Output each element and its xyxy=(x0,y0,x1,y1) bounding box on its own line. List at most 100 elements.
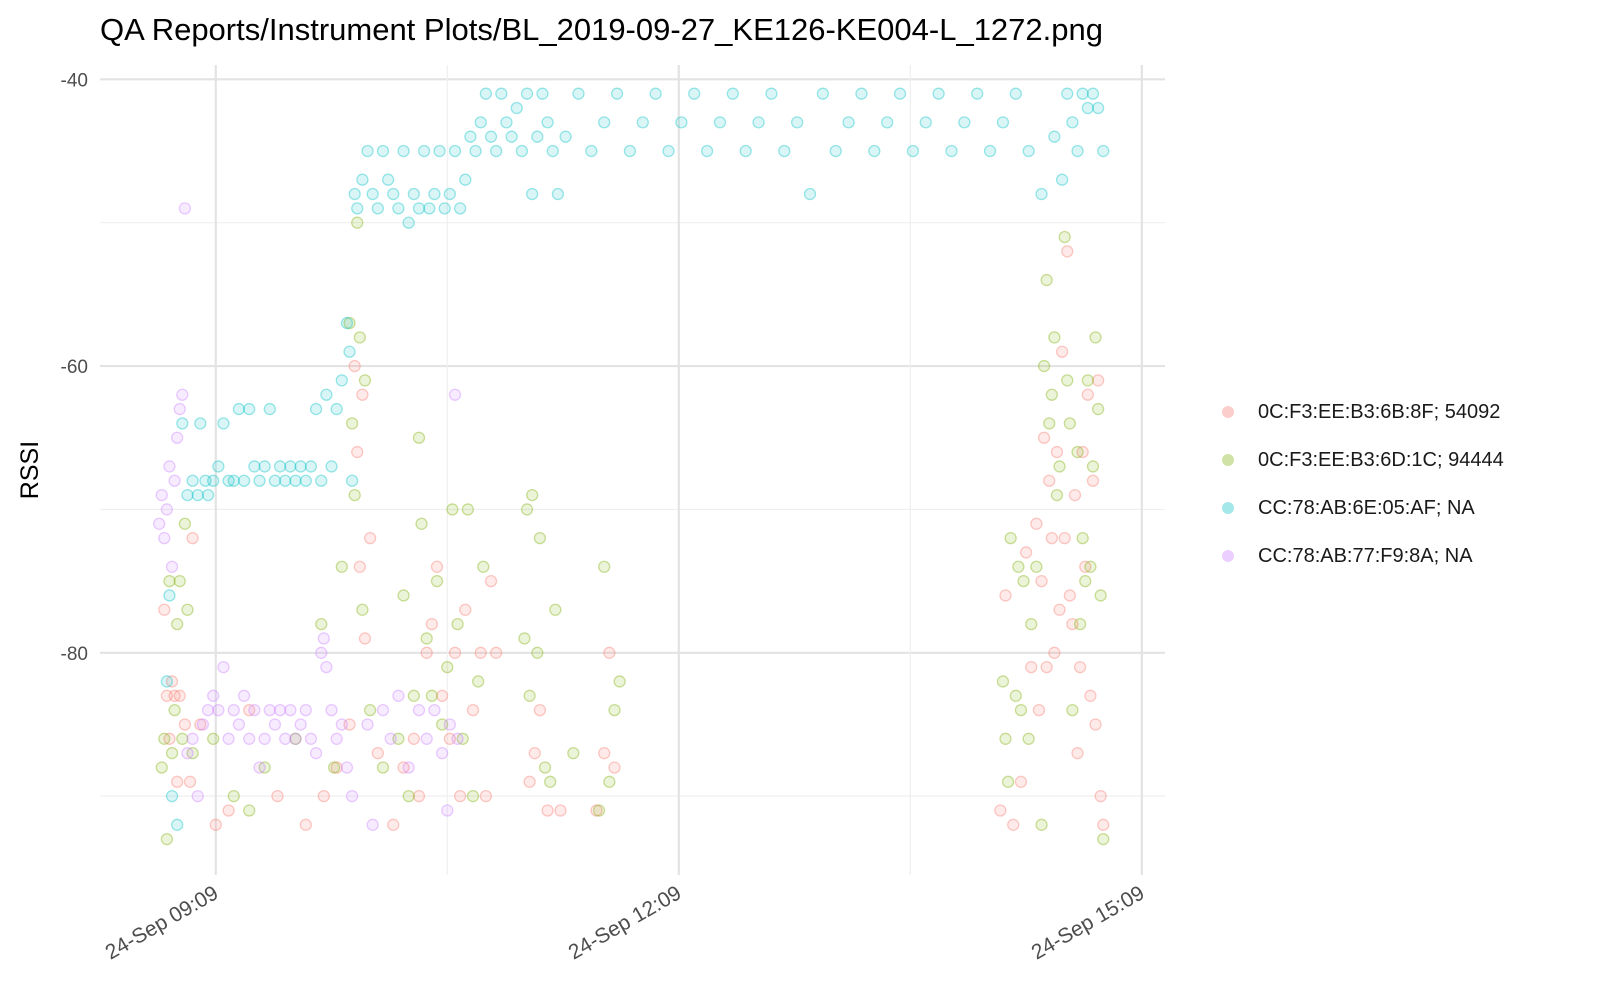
data-point xyxy=(317,790,330,803)
data-point xyxy=(158,732,171,745)
data-point xyxy=(186,732,199,745)
data-point xyxy=(459,173,472,186)
data-point xyxy=(459,603,472,616)
data-point xyxy=(209,818,222,831)
data-point xyxy=(531,646,544,659)
data-point xyxy=(443,187,457,201)
data-point xyxy=(1061,245,1074,258)
data-point xyxy=(453,202,467,215)
data-point xyxy=(248,703,261,717)
data-point xyxy=(1084,560,1097,573)
data-point xyxy=(1066,617,1079,631)
data-point xyxy=(343,345,356,358)
data-point xyxy=(1091,101,1105,115)
data-point xyxy=(402,790,415,803)
data-point xyxy=(299,818,312,831)
data-point xyxy=(1066,703,1079,717)
data-point xyxy=(1022,144,1035,158)
data-point xyxy=(237,689,251,702)
data-point xyxy=(433,144,446,158)
data-point xyxy=(435,718,449,731)
data-point xyxy=(356,173,369,186)
data-point xyxy=(435,689,449,702)
data-point xyxy=(165,790,179,803)
data-point xyxy=(443,732,457,745)
data-point xyxy=(165,675,179,688)
data-point xyxy=(1091,402,1105,416)
data-point xyxy=(1030,517,1043,530)
data-point xyxy=(592,804,606,817)
data-point xyxy=(919,116,932,129)
data-point xyxy=(477,560,490,573)
data-point xyxy=(176,732,189,745)
data-point xyxy=(402,216,415,229)
data-point xyxy=(1043,474,1056,487)
data-point xyxy=(1063,589,1076,602)
data-point xyxy=(1048,646,1061,659)
data-point xyxy=(351,216,364,229)
data-point xyxy=(441,660,454,674)
data-point xyxy=(554,804,567,817)
data-point xyxy=(315,646,328,659)
data-point xyxy=(191,790,204,803)
data-point xyxy=(361,718,374,731)
data-point xyxy=(1079,560,1092,573)
data-point xyxy=(155,761,168,774)
data-point xyxy=(397,144,410,158)
data-point xyxy=(201,488,215,502)
data-point xyxy=(207,732,220,745)
data-point xyxy=(983,144,997,158)
data-point xyxy=(520,503,534,516)
data-point xyxy=(268,718,282,731)
data-point xyxy=(343,718,356,731)
data-point xyxy=(227,474,240,487)
data-point xyxy=(207,474,220,487)
data-point xyxy=(279,474,292,487)
x-tick-label: 24-Sep 12:09 xyxy=(565,881,686,964)
data-point xyxy=(999,732,1012,745)
data-point xyxy=(996,116,1010,129)
data-point xyxy=(353,331,366,344)
data-point xyxy=(451,617,464,631)
data-point xyxy=(171,775,184,788)
data-point xyxy=(381,173,395,186)
data-point xyxy=(397,589,410,602)
data-point xyxy=(340,316,354,330)
data-point xyxy=(289,732,302,745)
data-point xyxy=(713,116,727,129)
data-point xyxy=(1009,87,1022,100)
data-point xyxy=(428,703,441,717)
data-point xyxy=(1081,101,1094,115)
legend-item: CC:78:AB:77:F9:8A; NA xyxy=(1222,532,1504,580)
data-point xyxy=(191,488,204,502)
data-point xyxy=(237,474,251,487)
data-point xyxy=(1076,445,1089,459)
data-point xyxy=(168,689,181,702)
data-point xyxy=(232,402,246,416)
data-point xyxy=(1045,388,1058,401)
data-point xyxy=(258,761,271,774)
data-point xyxy=(484,574,498,588)
data-point xyxy=(603,775,616,788)
data-point xyxy=(345,417,359,430)
data-point xyxy=(510,101,523,115)
data-point xyxy=(158,603,171,616)
data-point xyxy=(1055,173,1069,186)
data-point xyxy=(1035,187,1048,201)
data-point xyxy=(1022,732,1035,745)
data-point xyxy=(1071,445,1084,459)
data-point xyxy=(598,746,611,760)
data-point xyxy=(178,202,192,215)
data-point xyxy=(176,388,189,401)
data-point xyxy=(356,388,369,401)
data-point xyxy=(538,761,552,774)
data-point xyxy=(1079,574,1092,588)
data-point xyxy=(217,660,230,674)
data-point xyxy=(1037,359,1051,373)
data-point xyxy=(520,87,534,100)
data-point xyxy=(194,718,207,731)
data-point xyxy=(412,431,426,444)
data-point xyxy=(1043,417,1056,430)
data-point xyxy=(932,87,945,100)
data-point xyxy=(325,460,338,473)
